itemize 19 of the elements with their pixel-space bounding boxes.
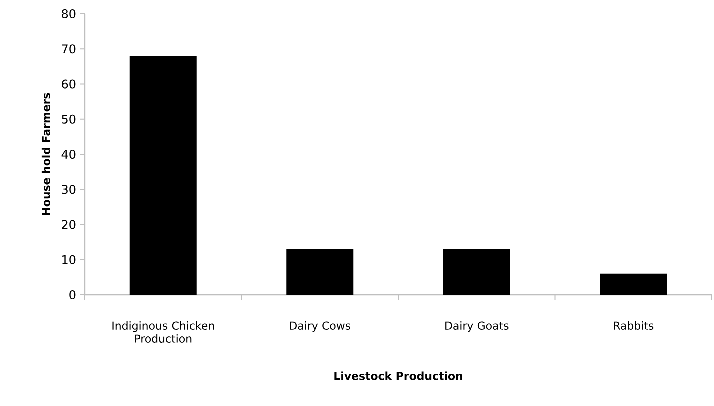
bar xyxy=(600,274,668,295)
y-tick-label: 30 xyxy=(62,185,76,194)
bar xyxy=(130,56,197,295)
y-tick-label: 70 xyxy=(62,44,76,54)
x-tick-label: Rabbits xyxy=(614,322,654,330)
x-tick-label: Dairy Cows xyxy=(290,322,351,332)
y-tick-label: 20 xyxy=(62,220,76,230)
y-tick-label: 10 xyxy=(62,255,76,264)
x-tick-label: Dairy Goats xyxy=(446,322,509,332)
x-axis-title: Livestock Production xyxy=(334,372,462,380)
y-tick-label: 40 xyxy=(62,150,76,160)
y-tick-label: 0 xyxy=(70,290,76,300)
bar xyxy=(443,249,510,295)
x-tick-label: Indiginous Chicken Production xyxy=(112,322,214,343)
y-tick-label: 50 xyxy=(62,114,76,124)
y-tick-label: 60 xyxy=(62,80,76,89)
y-axis-title: House hold Farmers xyxy=(42,93,50,216)
y-tick-label: 80 xyxy=(62,9,76,19)
bar xyxy=(286,249,354,295)
